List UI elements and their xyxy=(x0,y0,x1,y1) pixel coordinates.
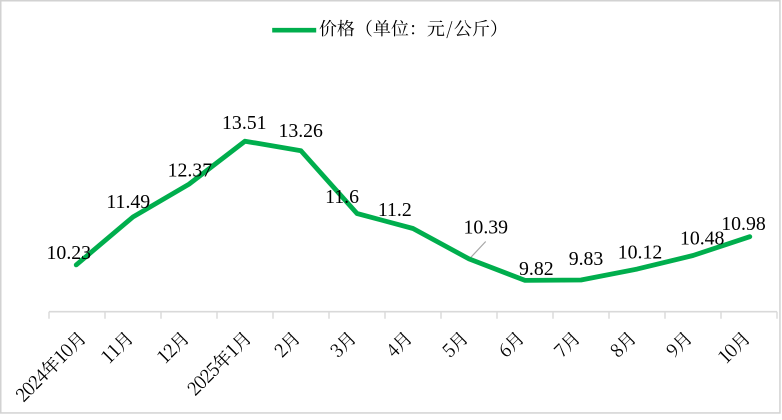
svg-text:9.82: 9.82 xyxy=(519,258,554,280)
svg-text:10.98: 10.98 xyxy=(721,213,766,235)
svg-text:13.51: 13.51 xyxy=(222,112,267,134)
svg-text:10.48: 10.48 xyxy=(680,227,725,249)
svg-text:11.6: 11.6 xyxy=(325,186,359,208)
svg-text:9.83: 9.83 xyxy=(569,248,604,270)
svg-text:13.26: 13.26 xyxy=(278,120,323,142)
svg-text:12.37: 12.37 xyxy=(168,159,213,181)
svg-text:11.49: 11.49 xyxy=(106,191,150,213)
svg-text:10.23: 10.23 xyxy=(47,242,92,264)
svg-text:10.12: 10.12 xyxy=(618,242,663,264)
svg-text:11.2: 11.2 xyxy=(378,199,412,221)
svg-text:10.39: 10.39 xyxy=(464,216,509,238)
